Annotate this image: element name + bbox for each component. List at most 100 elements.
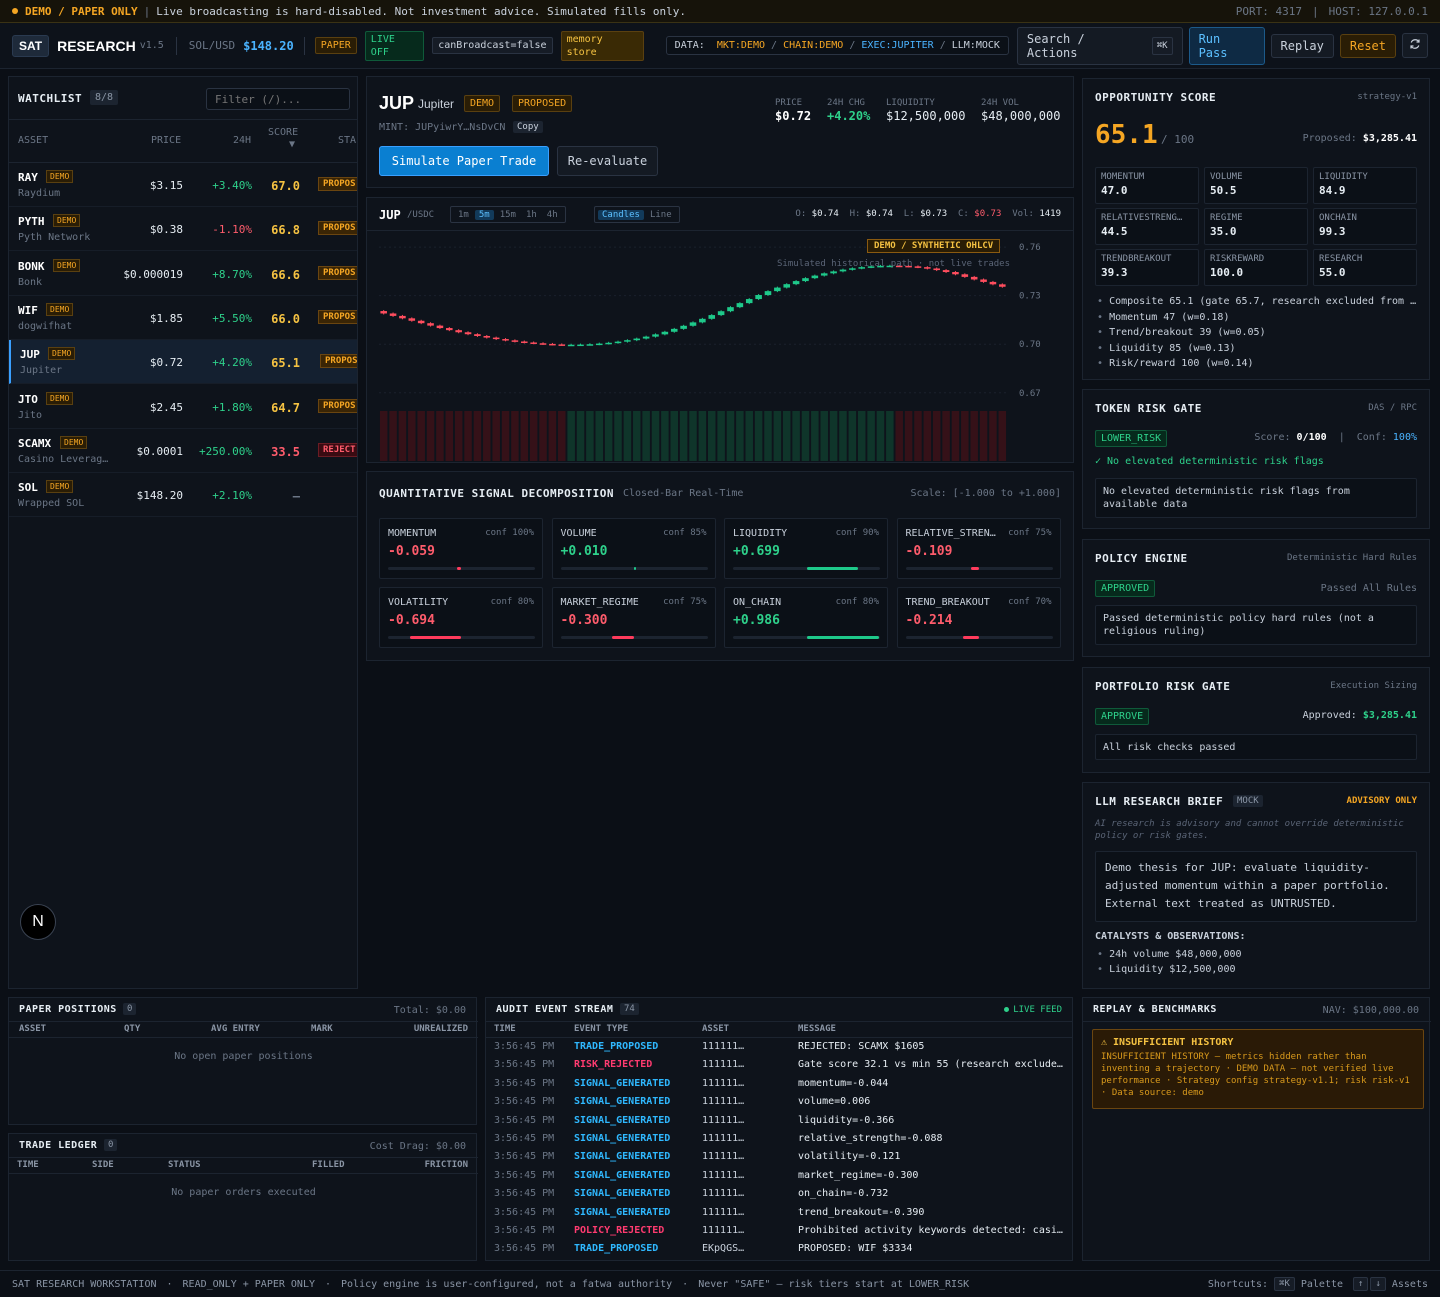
asset-price: $2.45 (149, 400, 183, 414)
candle-body (670, 328, 678, 332)
asset-score: 66.6 (271, 267, 300, 282)
data-source-exec: EXEC:JUPITER (861, 40, 934, 51)
catalyst-text: Liquidity $12,500,000 (1109, 964, 1236, 975)
signals-scale: Scale: [-1.000 to +1.000] (910, 488, 1061, 499)
factor-card: ONCHAIN 99.3 (1313, 208, 1417, 245)
footer-item: SAT RESEARCH WORKSTATION (12, 1278, 157, 1290)
factor-label: RESEARCH (1319, 254, 1363, 264)
asset-mint: MINT: JUPyiwrY…NsDvCN (379, 122, 506, 133)
refresh-button[interactable] (1402, 33, 1428, 58)
volume-bar (679, 411, 688, 461)
candle-body (605, 342, 612, 345)
audit-row[interactable]: 3:56:45 PM SIGNAL_GENERATED 111111… volume=… (486, 1093, 1072, 1111)
volume-bar (867, 411, 875, 461)
signal-conf: conf 100% (485, 528, 534, 538)
up-kbd[interactable]: ↑ (1353, 1277, 1369, 1291)
audit-message: relative_strength=-0.088 (798, 1133, 943, 1144)
sort-desc-icon[interactable]: ▼ (289, 139, 296, 150)
signal-bar-track (560, 567, 708, 570)
opportunity-note: • Risk/reward 100 (w=0.14) (1097, 358, 1254, 369)
stat-price-value: $0.72 (775, 109, 812, 123)
asset-symbol: SOL (18, 481, 38, 495)
watchlist-filter-input[interactable] (206, 88, 350, 110)
reset-button[interactable]: Reset (1339, 33, 1396, 58)
audit-row[interactable]: 3:56:45 PM TRADE_PROPOSED EKpQGS… PROPOSED:… (486, 1240, 1072, 1258)
audit-time: 3:56:45 PM (494, 1041, 555, 1052)
asset-demo-badge: DEMO (464, 95, 501, 112)
mode-candles[interactable]: Candles (598, 209, 644, 220)
factor-value: 39.3 (1101, 266, 1128, 279)
asset-demo-badge: DEMO (60, 435, 88, 449)
audit-row[interactable]: 3:56:45 PM SIGNAL_GENERATED 111111… market_… (486, 1167, 1072, 1185)
candle-body (970, 276, 978, 280)
audit-message: Prohibited activity keywords detected: c… (798, 1225, 1063, 1236)
signal-conf: conf 80% (835, 597, 879, 607)
candle-body (652, 334, 659, 337)
audit-row[interactable]: 3:56:45 PM SIGNAL_GENERATED 111111… momentu… (486, 1075, 1072, 1093)
asset-price: $1.85 (149, 311, 183, 325)
palette-kbd[interactable]: ⌘K (1274, 1277, 1295, 1291)
watchlist-row[interactable]: JTO DEMO Jito $2.45 +1.80% 64.7 PROPOS (9, 385, 357, 429)
mode-line[interactable]: Line (649, 209, 672, 220)
candlestick-chart[interactable]: 0.76 0.73 0.70 0.67 (367, 231, 1074, 463)
factor-value: 99.3 (1319, 225, 1346, 238)
candle-body (989, 281, 997, 285)
audit-row[interactable]: 3:56:45 PM SIGNAL_GENERATED 111111… volatil… (486, 1148, 1072, 1166)
signal-name: RELATIVE_STREN… (905, 528, 996, 539)
audit-asset: 111111… (702, 1206, 745, 1218)
audit-message: REJECTED: SCAMX $1605 (798, 1041, 925, 1052)
audit-row[interactable]: 3:56:45 PM TRADE_PROPOSED 111111… REJECTED:… (486, 1038, 1072, 1056)
search-actions-button[interactable]: Search / Actions ⌘K (1016, 26, 1183, 65)
interval-5m[interactable]: 5m (474, 209, 494, 220)
candle-body (502, 339, 509, 341)
audit-asset: 111111… (702, 1059, 745, 1071)
asset-score: 66.8 (271, 223, 300, 238)
watchlist-row[interactable]: PYTH DEMO Pyth Network $0.38 -1.10% 66.8 PROPO… (9, 207, 357, 252)
candle-body (455, 330, 462, 333)
conf-value: 100% (1392, 432, 1417, 443)
run-pass-button[interactable]: Run Pass (1188, 26, 1265, 65)
col-score[interactable]: SCORE (268, 127, 299, 138)
audit-row[interactable]: 3:56:45 PM RISK_REJECTED 111111… Gate score… (486, 1056, 1072, 1074)
llm-mock-badge: MOCK (1233, 795, 1263, 807)
opportunity-strategy: strategy-v1 (1357, 92, 1417, 102)
signal-conf: conf 90% (835, 528, 879, 538)
replay-button[interactable]: Replay (1270, 33, 1334, 58)
volume-bar (726, 411, 735, 461)
reevaluate-button[interactable]: Re-evaluate (557, 146, 658, 176)
candle-body (811, 275, 819, 279)
token-risk-score: Score: 0/100 | Conf: 100% (1254, 432, 1417, 443)
audit-row[interactable]: 3:56:45 PM POLICY_REJECTED 111111… Prohibit… (486, 1222, 1072, 1240)
asset-change: +4.20% (212, 356, 252, 370)
copy-mint-button[interactable]: Copy (513, 121, 543, 133)
factor-value: 44.5 (1101, 225, 1128, 238)
watchlist-row[interactable]: BONK DEMO Bonk $0.000019 +8.70% 66.6 PROPOS (9, 252, 357, 296)
audit-row[interactable]: 3:56:45 PM SIGNAL_GENERATED 111111… trend_b… (486, 1204, 1072, 1222)
audit-row[interactable]: 3:56:45 PM SIGNAL_GENERATED 111111… on_chai… (486, 1185, 1072, 1203)
watchlist-row[interactable]: WIF DEMO dogwifhat $1.85 +5.50% 66.0 PROPOS (9, 296, 357, 340)
watchlist-row[interactable]: SOL DEMO Wrapped SOL $148.20 +2.10% — (9, 473, 357, 518)
ohlc-close: $0.73 (974, 209, 1002, 219)
memory-store-badge: memory store (560, 30, 644, 61)
ledger-count: 0 (104, 1139, 118, 1151)
stat-chg-value: +4.20% (827, 109, 871, 123)
down-kbd[interactable]: ↓ (1370, 1277, 1386, 1291)
signal-card: VOLUME conf 85% +0.010 (551, 518, 716, 579)
interval-4h[interactable]: 4h (546, 209, 558, 220)
stat-vol-label: 24H VOL (981, 98, 1019, 108)
volume-bar (633, 411, 641, 461)
floating-logo-button[interactable]: N (20, 904, 56, 940)
audit-row[interactable]: 3:56:45 PM SIGNAL_GENERATED 111111… liquidi… (486, 1112, 1072, 1130)
interval-1h[interactable]: 1h (525, 209, 537, 220)
interval-15m[interactable]: 15m (499, 209, 516, 220)
watchlist-row[interactable]: JUP DEMO Jupiter $0.72 +4.20% 65.1 PROPOS (9, 340, 357, 385)
footer-item: Never "SAFE" — risk tiers start at LOWER… (698, 1278, 970, 1290)
opportunity-note: • Composite 65.1 (gate 65.7, research ex… (1097, 296, 1417, 307)
audit-row[interactable]: 3:56:45 PM SIGNAL_GENERATED 111111… relativ… (486, 1130, 1072, 1148)
interval-1m[interactable]: 1m (458, 209, 469, 220)
simulate-paper-trade-button[interactable]: Simulate Paper Trade (379, 146, 549, 176)
asset-name: Bonk (18, 276, 43, 288)
watchlist-row[interactable]: RAY DEMO Raydium $3.15 +3.40% 67.0 PROPOS (9, 163, 357, 207)
watchlist-row[interactable]: SCAMX DEMO Casino Leverag… $0.0001 +250.00% 3… (9, 429, 357, 473)
asset-symbol: BONK (18, 259, 45, 273)
